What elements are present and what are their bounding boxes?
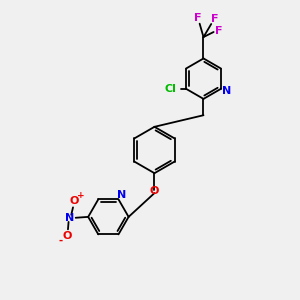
Text: O: O	[70, 196, 79, 206]
Text: N: N	[222, 86, 231, 96]
Text: F: F	[215, 26, 223, 35]
Text: F: F	[211, 14, 218, 24]
Text: Cl: Cl	[165, 84, 176, 94]
Text: N: N	[117, 190, 126, 200]
Text: F: F	[194, 13, 202, 23]
Text: O: O	[62, 231, 71, 241]
Text: +: +	[77, 191, 85, 200]
Text: N: N	[65, 213, 74, 224]
Text: O: O	[150, 186, 159, 196]
Text: -: -	[58, 236, 62, 246]
